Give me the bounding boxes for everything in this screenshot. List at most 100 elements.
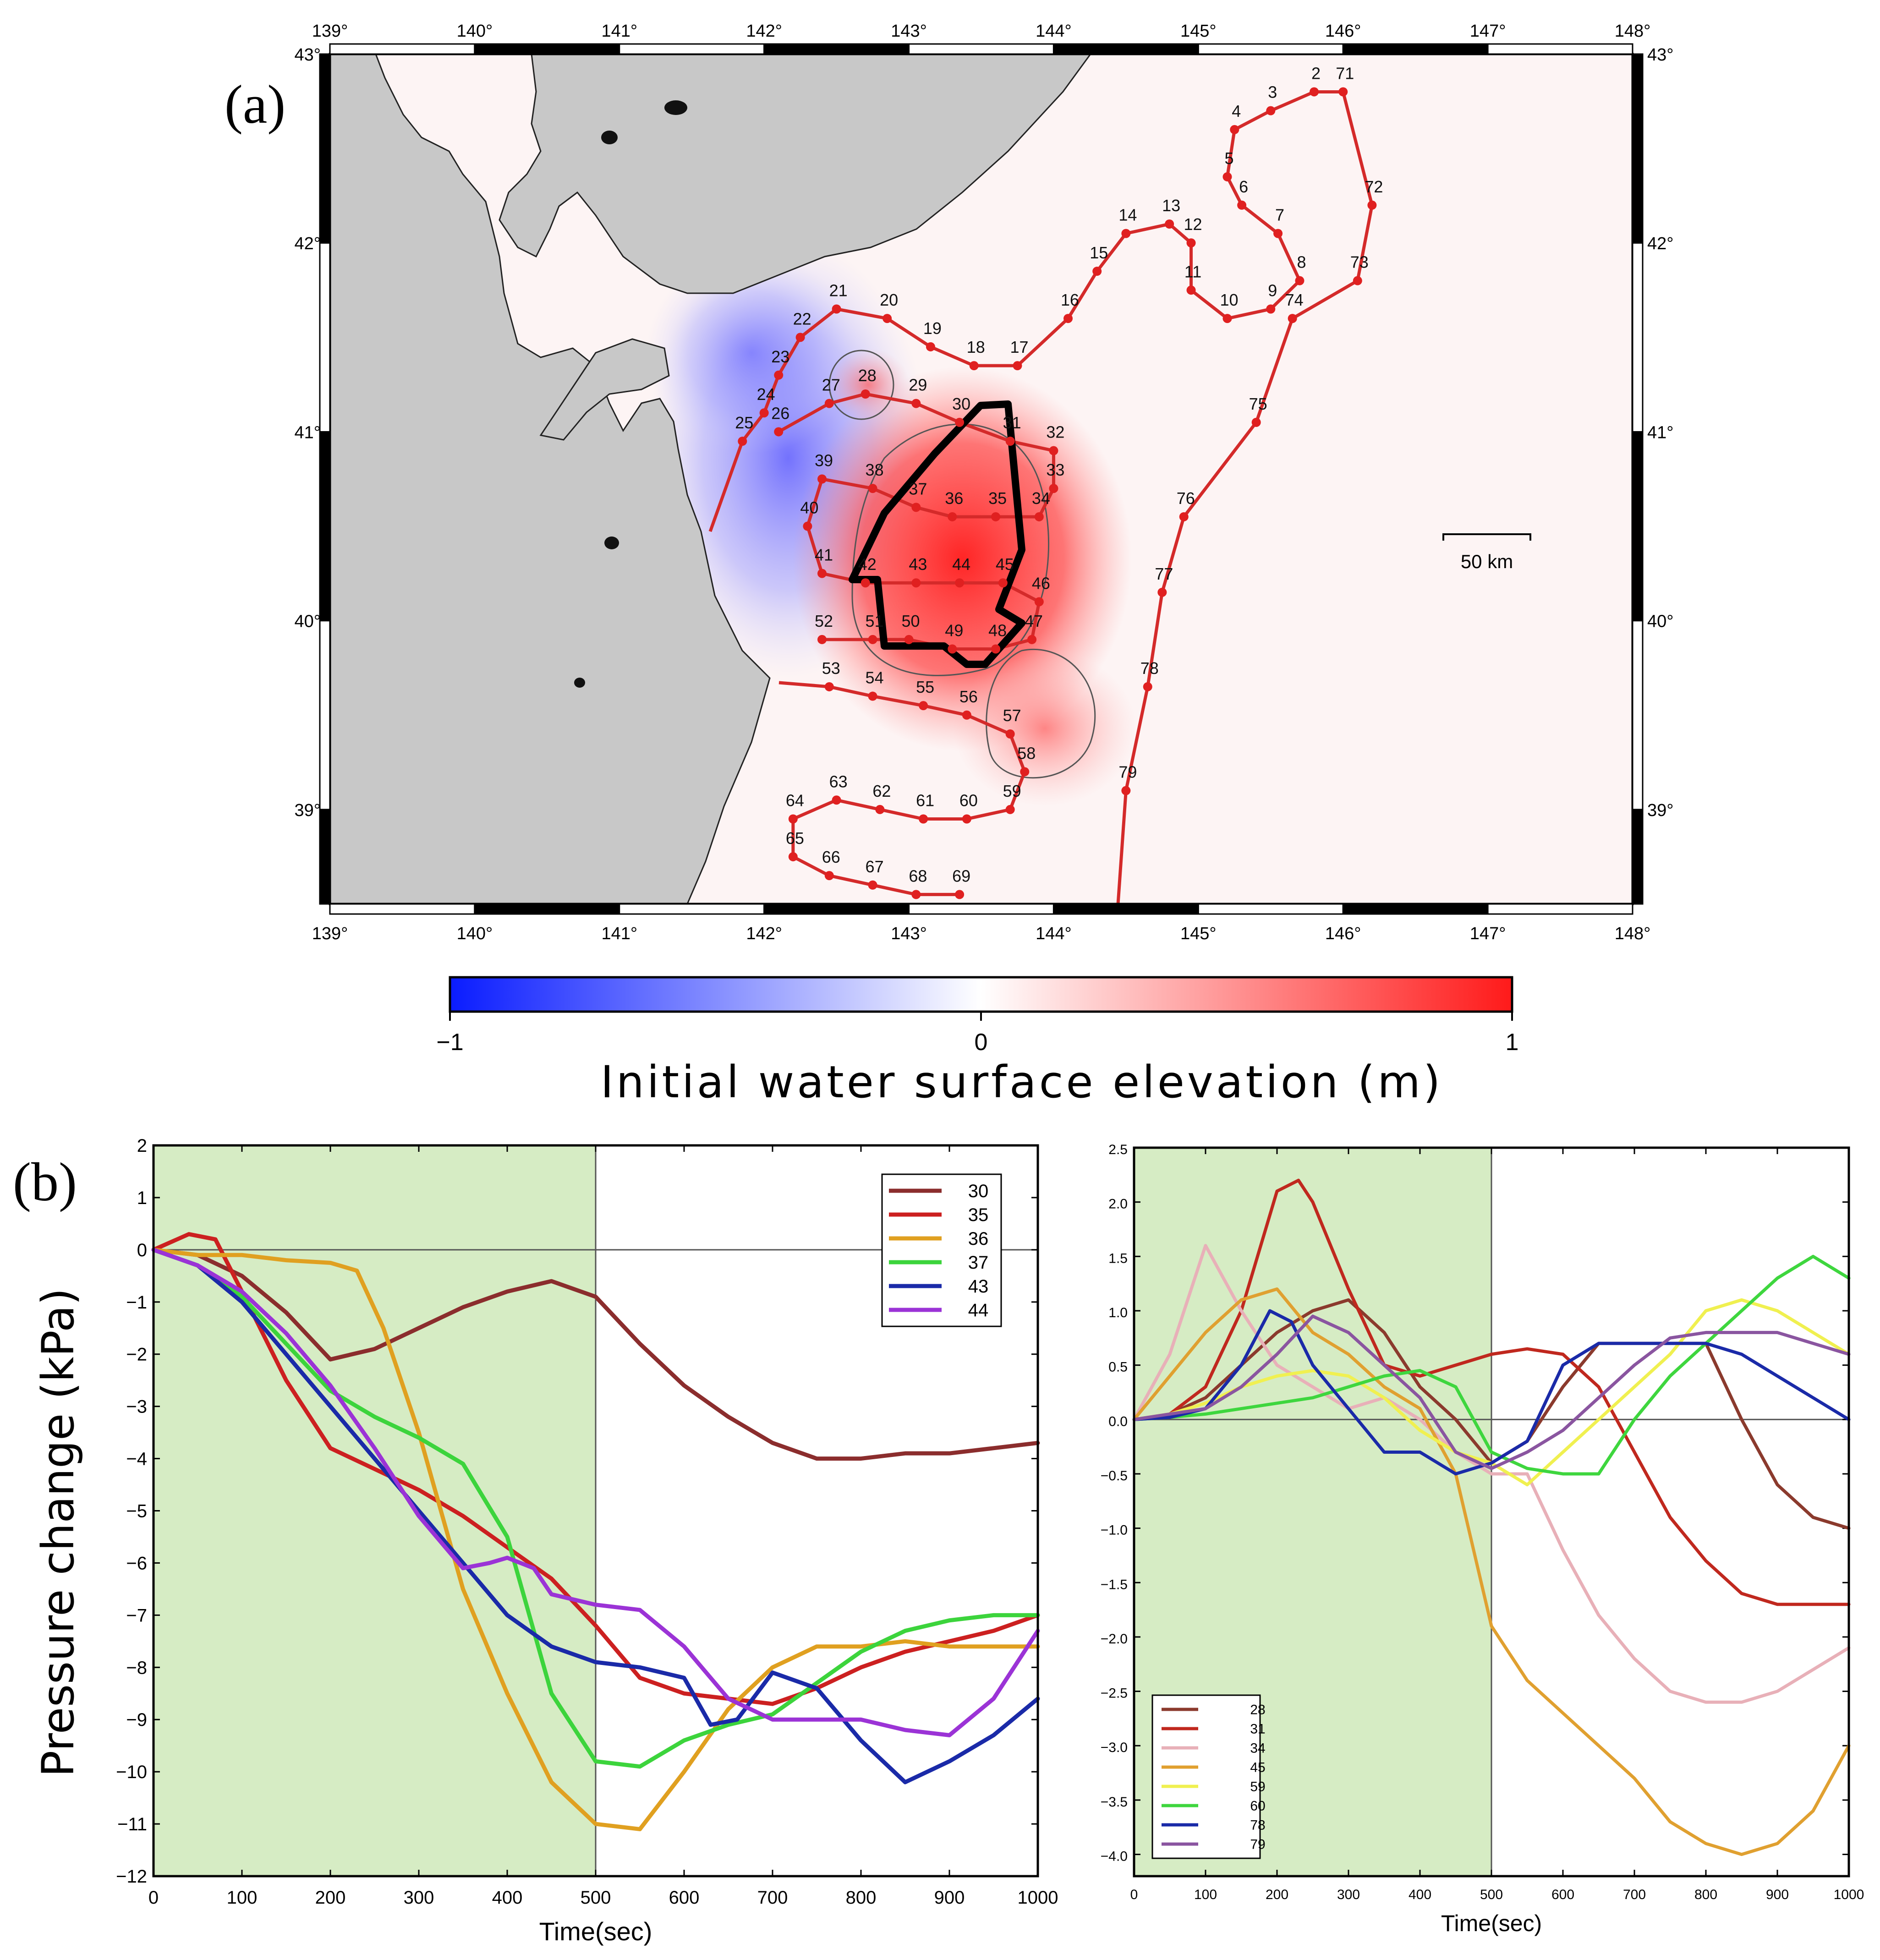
station-labels: 2345678910111213141516171819202122232425… (735, 64, 1383, 885)
station-61-dot (919, 814, 928, 824)
station-68-dot (911, 890, 921, 899)
y-tick-label: 0 (137, 1240, 147, 1260)
x-tick-label: 500 (1480, 1887, 1503, 1902)
station-54-dot (868, 691, 877, 701)
station-66-dot (824, 871, 834, 881)
contour-main (851, 423, 1050, 676)
legend-label-35: 35 (968, 1205, 989, 1225)
series-35-line (151, 1232, 1040, 1706)
station-41-label: 41 (815, 546, 833, 564)
station-3-label: 3 (1268, 83, 1277, 102)
lon-tick-bottom: 141° (601, 924, 637, 943)
y-tick-label: −3.5 (1101, 1795, 1128, 1810)
x-tick-label: 500 (581, 1888, 611, 1908)
map-border-left-seg (319, 53, 331, 244)
station-55-label: 55 (916, 678, 934, 696)
panel-b-ylabel: Pressure change (kPa) (33, 1288, 84, 1777)
station-40-dot (803, 521, 812, 531)
station-22-label: 22 (793, 309, 811, 328)
y-tick-label: −4 (126, 1449, 147, 1469)
station-52-dot (817, 635, 827, 644)
plot-frame (1133, 1146, 1850, 1878)
station-59-dot (1005, 805, 1015, 814)
legend-label-45: 45 (1250, 1760, 1265, 1775)
x-tick-label: 0 (148, 1888, 159, 1908)
map-border-left-seg (319, 431, 331, 622)
lon-tick-top: 148° (1615, 22, 1651, 41)
station-22-dot (795, 333, 805, 342)
map-border-bottom-seg (763, 903, 910, 915)
station-76-label: 76 (1177, 489, 1195, 508)
map-border-right-seg (1632, 242, 1644, 433)
station-47-label: 47 (1025, 612, 1043, 630)
station-53-dot (824, 682, 834, 691)
map-border-bottom-seg (329, 903, 476, 915)
legend-label-28: 28 (1250, 1703, 1265, 1718)
map-border-bottom-seg (1052, 903, 1199, 915)
land-peninsula (539, 338, 670, 441)
y-tick-label: −8 (126, 1658, 147, 1678)
y-tick-label: 0.5 (1108, 1360, 1128, 1375)
scale-bar-label: 50 km (1461, 551, 1513, 572)
series-31-line (1132, 1178, 1851, 1606)
station-41-dot (817, 569, 827, 578)
station-58-label: 58 (1017, 744, 1036, 762)
station-2-dot (1310, 87, 1319, 97)
series-30-line (151, 1248, 1040, 1461)
station-76-dot (1179, 512, 1189, 521)
y-tick-label: −2 (126, 1345, 147, 1365)
y-tick-label: 1.5 (1108, 1251, 1128, 1266)
station-27-label: 27 (822, 376, 840, 394)
lon-tick-bottom: 143° (891, 924, 927, 943)
island-4 (574, 678, 585, 688)
x-tick-label: 900 (934, 1888, 965, 1908)
station-46-label: 46 (1032, 574, 1050, 592)
series-60-line (1132, 1254, 1851, 1476)
legend-box (1151, 1694, 1261, 1859)
map-border-bottom-seg (1197, 903, 1344, 915)
lon-tick-bottom: 146° (1325, 924, 1361, 943)
station-38-label: 38 (866, 460, 884, 479)
station-track (708, 440, 744, 532)
station-6-label: 6 (1239, 177, 1248, 196)
station-track (741, 90, 1315, 443)
station-4-label: 4 (1232, 102, 1241, 120)
station-17-label: 17 (1010, 338, 1028, 356)
station-36-label: 36 (945, 489, 963, 508)
station-track (778, 681, 830, 689)
station-35-dot (991, 512, 1001, 521)
x-tick-label: 300 (404, 1888, 434, 1908)
y-tick-label: 0.0 (1108, 1414, 1128, 1429)
colorbar-gradient (449, 976, 1513, 1013)
series-36-line (151, 1248, 1040, 1831)
station-23-label: 23 (771, 347, 789, 366)
x-tick-label: 200 (1266, 1887, 1288, 1902)
positive-displacement-south (953, 651, 1136, 806)
station-56-dot (962, 710, 971, 720)
lon-tick-top: 142° (746, 22, 782, 41)
contour-south (986, 649, 1096, 779)
lon-tick-top: 145° (1180, 22, 1217, 41)
x-tick-label: 100 (227, 1888, 258, 1908)
x-axis-label: Time(sec) (1441, 1911, 1542, 1936)
station-64-dot (788, 814, 798, 824)
station-4-dot (1230, 125, 1239, 134)
y-tick-label: 1.0 (1108, 1305, 1128, 1320)
lat-tick-left: 39° (295, 801, 321, 820)
lat-tick-right: 42° (1647, 234, 1673, 253)
lat-tick-right: 43° (1647, 45, 1673, 65)
x-tick-label: 700 (1623, 1887, 1646, 1902)
x-tick-label: 1000 (1018, 1888, 1058, 1908)
station-55-dot (919, 701, 928, 711)
map-border-top-seg (1487, 43, 1633, 55)
x-tick-label: 800 (1694, 1887, 1717, 1902)
station-28-label: 28 (858, 366, 877, 385)
station-31-label: 31 (1003, 413, 1021, 432)
island-3 (604, 537, 619, 549)
series-44-line (151, 1248, 1040, 1737)
station-62-label: 62 (872, 782, 891, 800)
series-43-line (151, 1248, 1040, 1785)
station-59-label: 59 (1003, 782, 1021, 800)
station-11-label: 11 (1184, 262, 1201, 281)
